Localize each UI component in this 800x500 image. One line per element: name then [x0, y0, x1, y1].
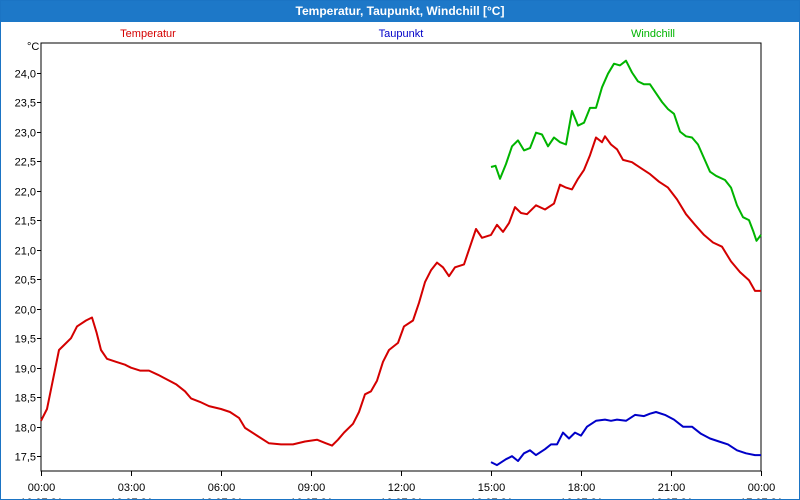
legend-taupunkt: Taupunkt — [379, 28, 424, 40]
x-tick-time: 12:00 — [388, 482, 416, 494]
x-tick-date: 16.07.21 — [380, 497, 423, 499]
y-tick-label: 21,5 — [15, 216, 36, 228]
x-tick-date: 17.07.21 — [740, 497, 783, 499]
x-tick-date: 16.07.21 — [110, 497, 153, 499]
y-tick-label: 18,0 — [15, 423, 36, 435]
y-tick-label: 21,0 — [15, 246, 36, 258]
x-tick-date: 16.07.21 — [560, 497, 603, 499]
x-tick-time: 00:00 — [748, 482, 776, 494]
x-tick-date: 16.07.21 — [650, 497, 693, 499]
y-tick-label: 18,5 — [15, 393, 36, 405]
x-tick-time: 09:00 — [298, 482, 326, 494]
window-title: Temperatur, Taupunkt, Windchill [°C] — [1, 1, 799, 22]
legend-windchill: Windchill — [631, 28, 675, 40]
legend-temperatur: Temperatur — [120, 28, 176, 40]
y-tick-label: 23,0 — [15, 128, 36, 140]
x-tick-time: 03:00 — [118, 482, 146, 494]
x-tick-time: 21:00 — [658, 482, 686, 494]
x-tick-date: 16.07.21 — [200, 497, 243, 499]
x-tick-date: 16.07.21 — [20, 497, 63, 499]
y-tick-label: 22,0 — [15, 187, 36, 199]
series-line-windchill — [490, 59, 762, 242]
x-tick-time: 15:00 — [478, 482, 506, 494]
axes: 17,5 18,0 18,5 19,0 19,5 20,0 20,5 21,0 21,5 22,0… — [15, 41, 783, 499]
plot-area — [40, 42, 762, 472]
y-tick-label: 20,5 — [15, 275, 36, 287]
series-line-taupunkt — [490, 411, 761, 467]
x-tick-time: 06:00 — [208, 482, 236, 494]
x-tick-date: 16.07.21 — [290, 497, 333, 499]
y-tick-label: 20,0 — [15, 305, 36, 317]
y-tick-label: 17,5 — [15, 452, 36, 464]
legend: Temperatur Taupunkt Windchill — [120, 28, 675, 40]
x-tick-time: 18:00 — [568, 482, 596, 494]
y-axis-label: °C — [27, 41, 39, 53]
line-chart: 17,5 18,0 18,5 19,0 19,5 20,0 20,5 21,0 21,5 22,0… — [15, 28, 783, 499]
y-tick-label: 23,5 — [15, 98, 36, 110]
y-tick-label: 22,5 — [15, 157, 36, 169]
series-line-temperatur — [40, 135, 761, 447]
x-tick-date: 16.07.21 — [470, 497, 513, 499]
x-tick-time: 00:00 — [28, 482, 56, 494]
y-tick-label: 19,5 — [15, 334, 36, 346]
series-lines — [40, 59, 762, 467]
y-tick-label: 19,0 — [15, 364, 36, 376]
y-tick-label: 24,0 — [15, 69, 36, 81]
